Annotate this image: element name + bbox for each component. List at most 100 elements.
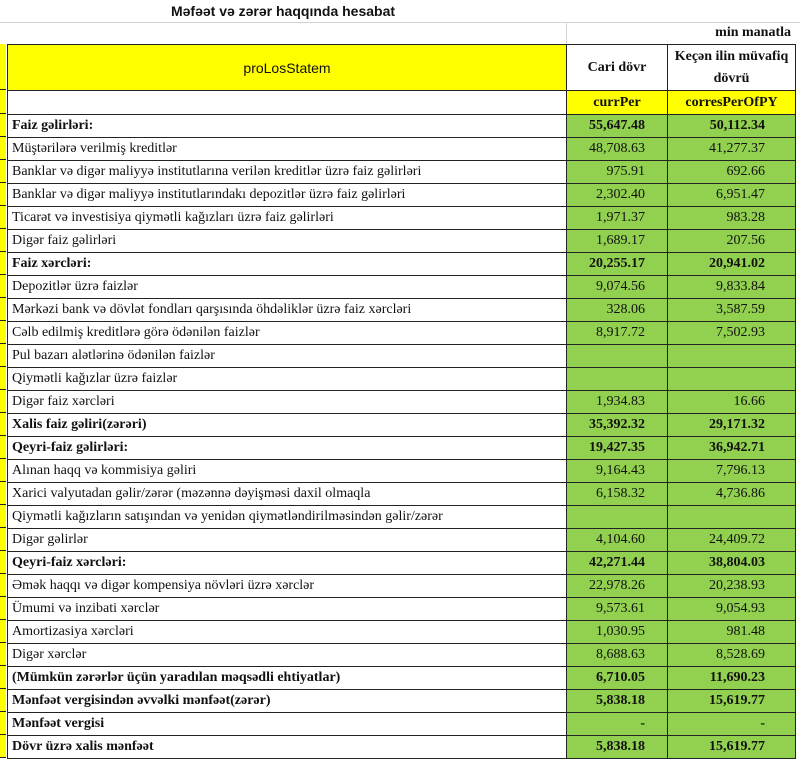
previous-period-value[interactable]: 38,804.03 [667,551,796,575]
previous-period-value[interactable]: 29,171.32 [667,413,796,437]
row-label[interactable]: Digər faiz xərcləri [7,390,567,414]
current-period-value[interactable]: 9,164.43 [566,459,668,483]
previous-period-code[interactable]: corresPerOfPY [667,90,796,115]
current-period-value[interactable]: 1,030.95 [566,620,668,644]
row-label[interactable]: Qeyri-faiz xərcləri: [7,551,567,575]
row-label[interactable]: Banklar və digər maliyyə institutlarında… [7,183,567,207]
row-label[interactable]: Mənfəət vergisindən əvvəlki mənfəət(zərə… [7,689,567,713]
current-period-value[interactable]: 5,838.18 [566,689,668,713]
current-period-value[interactable]: 1,971.37 [566,206,668,230]
previous-period-value[interactable]: 207.56 [667,229,796,253]
current-period-value[interactable]: 42,271.44 [566,551,668,575]
current-period-value[interactable]: 1,689.17 [566,229,668,253]
current-period-value[interactable]: - [566,712,668,736]
current-period-code[interactable]: currPer [566,90,668,115]
row-label[interactable]: Əmək haqqı və digər kompensiya növləri ü… [7,574,567,598]
previous-period-value[interactable]: 24,409.72 [667,528,796,552]
current-period-value[interactable]: 8,917.72 [566,321,668,345]
current-period-value[interactable]: 35,392.32 [566,413,668,437]
previous-period-value[interactable]: 4,736.86 [667,482,796,506]
previous-period-value[interactable]: 16.66 [667,390,796,414]
row-label[interactable]: Qiymətli kağızların satışından və yenidə… [7,505,567,529]
row-label[interactable]: Digər faiz gəlirləri [7,229,567,253]
table-row: Banklar və digər maliyyə institutlarına … [7,160,796,184]
previous-period-value[interactable]: 20,941.02 [667,252,796,276]
current-period-value[interactable]: 20,255.17 [566,252,668,276]
previous-period-value[interactable] [667,367,796,391]
strip-cell [0,689,6,712]
row-label[interactable]: Mərkəzi bank və dövlət fondları qarşısın… [7,298,567,322]
current-period-value[interactable]: 4,104.60 [566,528,668,552]
row-label[interactable]: (Mümkün zərərlər üçün yaradılan məqsədli… [7,666,567,690]
current-period-value[interactable]: 2,302.40 [566,183,668,207]
row-label[interactable]: Mənfəət vergisi [7,712,567,736]
current-period-value[interactable] [566,344,668,368]
previous-period-value[interactable]: 50,112.34 [667,114,796,138]
row-label[interactable]: Faiz gəlirləri: [7,114,567,138]
table-row: Amortizasiya xərcləri 1,030.95 981.48 [7,620,796,644]
previous-period-value[interactable]: 15,619.77 [667,735,796,759]
previous-period-value[interactable]: 36,942.71 [667,436,796,460]
previous-period-value[interactable]: 9,833.84 [667,275,796,299]
previous-period-value[interactable]: 3,587.59 [667,298,796,322]
previous-period-value[interactable]: - [667,712,796,736]
previous-period-value[interactable]: 11,690.23 [667,666,796,690]
row-label[interactable]: Ticarət və investisiya qiymətli kağızlar… [7,206,567,230]
current-period-value[interactable]: 6,158.32 [566,482,668,506]
previous-period-value[interactable]: 692.66 [667,160,796,184]
row-label[interactable]: Xalis faiz gəliri(zərəri) [7,413,567,437]
previous-period-value[interactable]: 41,277.37 [667,137,796,161]
current-period-value[interactable]: 48,708.63 [566,137,668,161]
table-row: Pul bazarı alətlərinə ödənilən faizlər [7,344,796,368]
current-period-value[interactable] [566,505,668,529]
previous-period-value[interactable]: 7,502.93 [667,321,796,345]
row-label[interactable]: Qiymətli kağızlar üzrə faizlər [7,367,567,391]
current-period-value[interactable]: 1,934.83 [566,390,668,414]
previous-period-value[interactable]: 8,528.69 [667,643,796,667]
row-label[interactable]: Qeyri-faiz gəlirləri: [7,436,567,460]
previous-period-value[interactable]: 9,054.93 [667,597,796,621]
table-row: Ümumi və inzibati xərclər 9,573.61 9,054.9… [7,597,796,621]
previous-period-value[interactable]: 7,796.13 [667,459,796,483]
table-row: Mərkəzi bank və dövlət fondları qarşısın… [7,298,796,322]
row-label[interactable]: Dövr üzrə xalis mənfəət [7,735,567,759]
previous-period-value[interactable]: 6,951.47 [667,183,796,207]
previous-period-value[interactable] [667,505,796,529]
current-period-value[interactable]: 9,573.61 [566,597,668,621]
row-label[interactable]: Amortizasiya xərcləri [7,620,567,644]
row-label[interactable]: Banklar və digər maliyyə institutlarına … [7,160,567,184]
current-period-value[interactable]: 328.06 [566,298,668,322]
row-label[interactable]: Faiz xərcləri: [7,252,567,276]
table-row: Xalis faiz gəliri(zərəri) 35,392.32 29,171… [7,413,796,437]
row-label[interactable]: Xarici valyutadan gəlir/zərər (məzənnə d… [7,482,567,506]
previous-period-value[interactable]: 20,238.93 [667,574,796,598]
current-period-value[interactable]: 19,427.35 [566,436,668,460]
row-label[interactable]: Müştərilərə verilmiş kreditlər [7,137,567,161]
row-label[interactable]: Ümumi və inzibati xərclər [7,597,567,621]
previous-period-value[interactable] [667,344,796,368]
previous-period-value[interactable]: 15,619.77 [667,689,796,713]
current-period-value[interactable]: 55,647.48 [566,114,668,138]
strip-cell [0,252,6,275]
current-period-header[interactable]: Cari dövr [566,44,668,91]
row-label[interactable]: Pul bazarı alətlərinə ödənilən faizlər [7,344,567,368]
row-label[interactable]: Depozitlər üzrə faizlər [7,275,567,299]
current-period-value[interactable] [566,367,668,391]
row-label[interactable]: Cəlb edilmiş kreditlərə görə ödənilən fa… [7,321,567,345]
current-period-value[interactable]: 9,074.56 [566,275,668,299]
previous-period-value[interactable]: 981.48 [667,620,796,644]
row-label[interactable]: Alınan haqq və kommisiya gəliri [7,459,567,483]
empty-cell[interactable] [7,90,567,115]
previous-period-header[interactable]: Keçən ilin müvafiq dövrü [667,44,796,91]
row-label[interactable]: Digər gəlirlər [7,528,567,552]
current-period-value[interactable]: 6,710.05 [566,666,668,690]
current-period-value[interactable]: 975.91 [566,160,668,184]
current-period-value[interactable]: 22,978.26 [566,574,668,598]
empty-cell[interactable] [7,22,567,44]
table-row: Depozitlər üzrə faizlər 9,074.56 9,833.84 [7,275,796,299]
current-period-value[interactable]: 8,688.63 [566,643,668,667]
row-label[interactable]: Digər xərclər [7,643,567,667]
previous-period-value[interactable]: 983.28 [667,206,796,230]
label-column-header[interactable]: proLosStatem [7,44,567,91]
current-period-value[interactable]: 5,838.18 [566,735,668,759]
